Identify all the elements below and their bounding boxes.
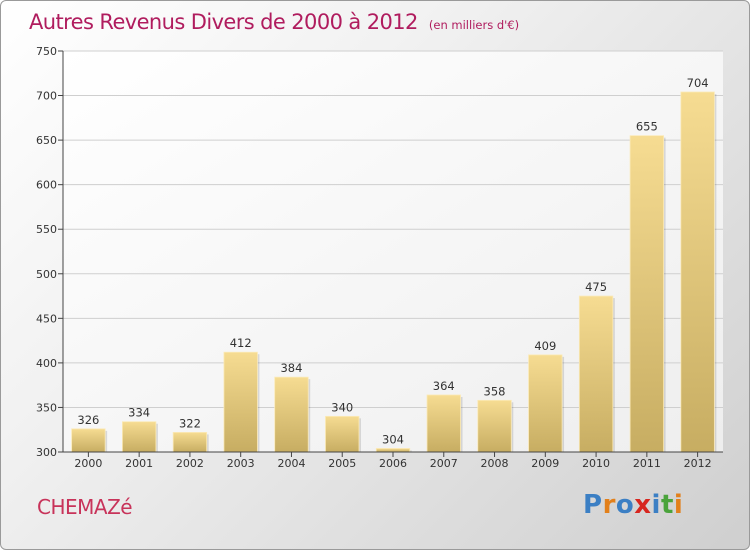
data-label: 364 [433,379,455,393]
x-tick-label: 2007 [430,457,458,470]
bar-2006 [375,448,411,453]
x-tick-label: 2009 [531,457,559,470]
x-tick-label: 2004 [277,457,305,470]
y-tick-label: 550 [36,223,57,236]
y-tick-label: 350 [36,401,57,414]
data-label: 655 [636,120,658,134]
data-label: 409 [534,339,556,353]
axes: 300 350 400 450 500 550 600 650 700 750 2000 2001 20… [36,45,723,470]
bar-2005 [325,415,360,453]
y-tick-label: 500 [36,268,57,281]
commune-name: CHEMAZé [37,495,133,519]
logo-letter: r [602,490,616,520]
data-label: 322 [179,416,201,430]
x-tick-label: 2010 [582,457,610,470]
x-tick-label: 2001 [125,457,153,470]
x-tick-label: 2000 [74,457,102,470]
bar-2009 [528,354,563,453]
x-tick-label: 2005 [328,457,356,470]
plot-area [63,51,723,452]
y-tick-label: 300 [36,446,57,459]
chart-title: Autres Revenus Divers de 2000 à 2012 [29,10,418,34]
x-tick-label: 2008 [481,457,509,470]
bar-2011 [629,135,664,453]
x-tick-label: 2011 [633,457,661,470]
data-label: 304 [382,432,404,446]
y-tick-label: 400 [36,357,57,370]
x-tick-label: 2002 [176,457,204,470]
bar-2003 [223,351,258,453]
bars [71,91,717,453]
data-label: 326 [77,413,99,427]
bar-2001 [122,421,157,453]
x-tick-label: 2012 [684,457,712,470]
title-line: Autres Revenus Divers de 2000 à 2012 (en… [29,10,519,34]
proxiti-logo: Proxiti [583,490,683,520]
bar-2012 [680,91,715,453]
data-labels: 326 334 322 412 384 340 304 364 358 409 475 655 704 [77,76,708,446]
bar-2007 [426,394,461,453]
bar-2004 [274,376,309,453]
y-tick-label: 650 [36,134,57,147]
x-tick-label: 2006 [379,457,407,470]
bar-2010 [578,295,614,453]
logo-letter: o [615,490,635,520]
bar-2000 [71,428,106,453]
y-tick-label: 750 [36,45,57,58]
bar-2002 [172,431,208,453]
data-label: 384 [280,361,302,375]
bar-2008 [477,399,512,453]
data-label: 412 [230,336,252,350]
logo-letter: i [651,490,661,520]
x-tick-label: 2003 [227,457,255,470]
y-tick-label: 600 [36,179,57,192]
chart-subtitle: (en milliers d'€) [428,18,520,32]
data-label: 358 [484,384,506,398]
logo-letter: x [634,490,652,520]
y-tick-label: 700 [36,90,57,103]
logo-letter: i [673,490,684,520]
logo-letter: P [583,490,603,520]
y-tick-label: 450 [36,312,57,325]
data-label: 334 [128,406,150,420]
data-label: 475 [585,280,607,294]
data-label: 704 [687,76,709,90]
data-label: 340 [331,400,353,414]
logo-letter: t [660,490,674,520]
